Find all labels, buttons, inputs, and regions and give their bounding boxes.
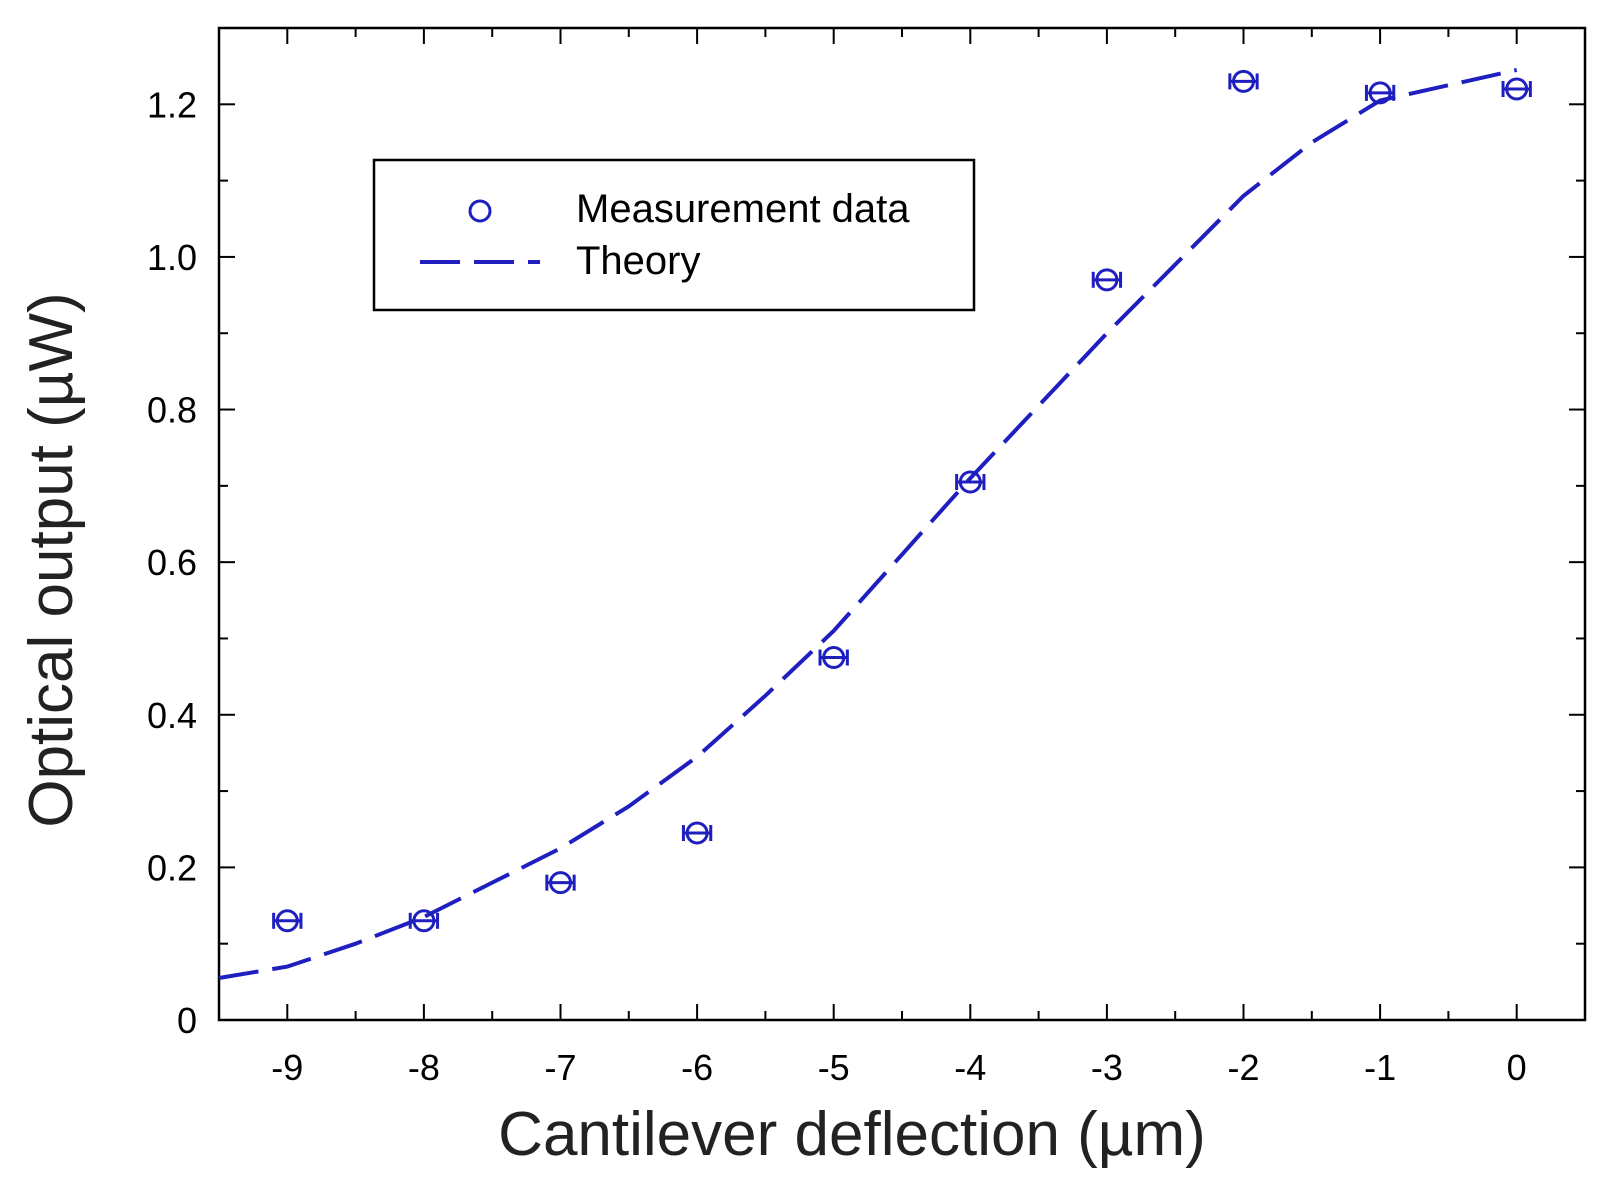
y-tick-label: 1.2 [147, 84, 197, 125]
data-point [681, 821, 713, 845]
data-point [545, 871, 576, 895]
x-tick-label: -2 [1227, 1047, 1259, 1088]
x-tick-label: -8 [408, 1047, 440, 1088]
x-tick-label: -7 [544, 1047, 576, 1088]
y-axis-ticks: 0 0.2 0.4 0.6 0.8 1.0 1.2 [147, 27, 1585, 1041]
theory-curve [218, 68, 1518, 981]
x-tick-label: -4 [954, 1047, 986, 1088]
x-tick-label: -1 [1364, 1047, 1396, 1088]
x-tick-label: -9 [271, 1047, 303, 1088]
data-marker [1368, 81, 1392, 105]
y-axis-title: Optical output (µW) [17, 292, 86, 827]
x-tick-label: -3 [1091, 1047, 1123, 1088]
data-point [1228, 69, 1259, 93]
legend-label-theory: Theory [576, 239, 701, 283]
theory-series [218, 68, 1518, 981]
data-point [1091, 268, 1123, 292]
data-point [955, 470, 986, 494]
data-point [1364, 81, 1396, 105]
data-point [408, 909, 440, 933]
legend: Measurement data Theory [372, 158, 976, 312]
data-marker [275, 909, 299, 933]
y-tick-label: 0.6 [147, 542, 197, 583]
x-axis-title: Cantilever deflection (µm) [498, 1100, 1206, 1169]
y-tick-label: 1.0 [147, 237, 197, 278]
data-marker [412, 909, 436, 933]
legend-marker-measurement [468, 199, 492, 223]
x-axis-ticks: -9 -8 -7 -6 -5 -4 -3 -2 -1 0 [271, 28, 1527, 1088]
data-marker [1095, 268, 1119, 292]
x-tick-label: -5 [818, 1047, 850, 1088]
x-tick-label: 0 [1507, 1047, 1527, 1088]
y-tick-label: 0 [177, 1000, 197, 1041]
x-tick-label: -6 [681, 1047, 713, 1088]
data-marker [958, 470, 982, 494]
data-marker [1505, 77, 1529, 101]
data-marker [1232, 69, 1255, 93]
data-point [272, 909, 303, 933]
data-marker [685, 821, 709, 845]
data-marker [822, 646, 846, 670]
y-tick-label: 0.4 [147, 695, 197, 736]
data-point [818, 646, 849, 670]
y-tick-label: 0.8 [147, 390, 197, 431]
data-point [1501, 77, 1532, 101]
measurement-series [272, 69, 1532, 933]
y-tick-label: 0.2 [147, 847, 197, 888]
legend-box [372, 158, 976, 312]
legend-label-measurement: Measurement data [576, 187, 910, 231]
data-marker [549, 871, 572, 895]
